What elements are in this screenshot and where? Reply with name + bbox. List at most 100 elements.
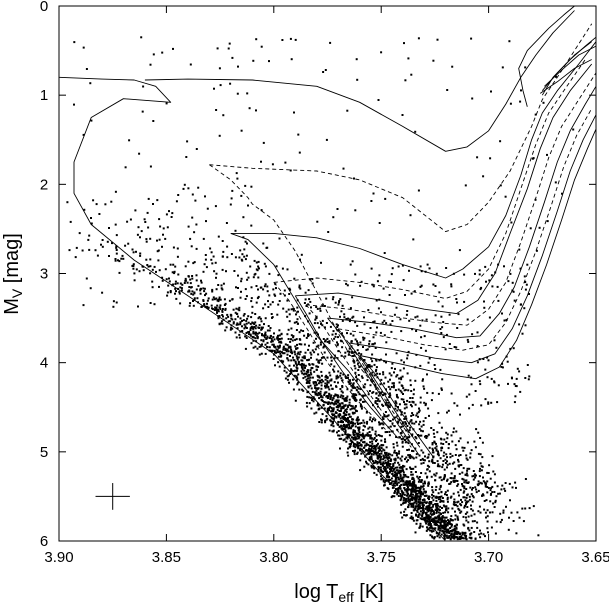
star-point (320, 421, 323, 424)
star-point (377, 394, 380, 397)
star-point (394, 389, 397, 392)
star-point (397, 388, 400, 391)
star-point (317, 344, 320, 347)
star-point (448, 313, 451, 316)
star-point (280, 359, 283, 362)
star-point (262, 288, 265, 291)
star-point (418, 526, 421, 529)
star-point (445, 267, 448, 269)
star-point (369, 434, 372, 437)
star-point (466, 493, 469, 496)
star-point (458, 494, 460, 497)
star-point (440, 315, 443, 318)
star-point (334, 301, 337, 304)
star-point (267, 325, 270, 327)
star-point (359, 388, 362, 391)
star-point (397, 481, 400, 484)
star-point (347, 447, 349, 450)
star-point (485, 280, 487, 283)
star-point (477, 489, 480, 492)
star-point (324, 326, 326, 329)
star-point (456, 327, 459, 329)
star-point (271, 316, 274, 319)
star-point (286, 344, 289, 347)
star-point (250, 297, 253, 300)
star-point (138, 270, 141, 273)
star-point (220, 287, 223, 290)
star-point (434, 314, 437, 317)
star-point (218, 306, 221, 309)
star-point (336, 344, 339, 347)
star-point (442, 511, 445, 514)
star-point (262, 242, 265, 245)
star-point (196, 297, 199, 300)
star-point (326, 376, 329, 379)
star-point (351, 386, 354, 388)
star-point (479, 288, 482, 291)
star-point (443, 536, 446, 539)
star-point (164, 237, 167, 240)
star-point (315, 358, 318, 361)
star-point (458, 249, 461, 252)
star-point (474, 476, 477, 479)
star-point (288, 293, 291, 295)
star-point (325, 391, 328, 394)
star-point (358, 435, 361, 438)
star-point (271, 163, 274, 166)
star-point (357, 437, 360, 440)
star-point (197, 284, 200, 287)
star-point (324, 375, 327, 378)
star-point (466, 338, 469, 341)
star-point (461, 531, 464, 534)
star-point (296, 343, 298, 346)
star-point (350, 340, 353, 343)
star-point (315, 368, 318, 371)
star-point (401, 440, 404, 443)
star-point (355, 432, 358, 435)
star-point (243, 248, 246, 251)
x-tick-label: 3.80 (259, 549, 288, 566)
star-point (337, 406, 340, 409)
star-point (489, 489, 492, 492)
star-point (435, 496, 438, 499)
star-point (345, 440, 348, 443)
star-point (378, 359, 381, 362)
star-point (132, 267, 135, 270)
star-point (331, 399, 334, 401)
star-point (473, 513, 476, 516)
star-point (359, 469, 362, 472)
star-point (371, 353, 374, 356)
star-point (446, 489, 449, 492)
star-point (400, 330, 403, 333)
star-point (174, 287, 177, 290)
star-point (503, 319, 506, 322)
star-point (411, 433, 414, 436)
star-point (457, 491, 460, 494)
star-point (421, 502, 424, 505)
star-point (443, 474, 446, 476)
star-point (348, 426, 351, 429)
star-point (85, 277, 88, 280)
star-point (493, 506, 496, 508)
star-point (187, 275, 190, 278)
star-point (89, 287, 92, 290)
star-point (361, 432, 364, 435)
x-axis-label: log Teff [K] (294, 581, 383, 604)
star-point (405, 403, 408, 406)
star-point (505, 355, 508, 358)
star-point (191, 290, 194, 293)
star-point (386, 464, 388, 467)
star-point (404, 508, 407, 511)
star-point (134, 209, 137, 212)
star-point (405, 437, 408, 440)
star-point (381, 477, 384, 480)
star-point (390, 482, 393, 484)
star-point (401, 478, 404, 481)
star-point (500, 365, 503, 368)
star-point (396, 469, 399, 472)
star-point (190, 245, 193, 248)
star-point (402, 469, 405, 472)
star-point (383, 382, 386, 385)
star-point (95, 203, 98, 206)
star-point (479, 437, 482, 439)
